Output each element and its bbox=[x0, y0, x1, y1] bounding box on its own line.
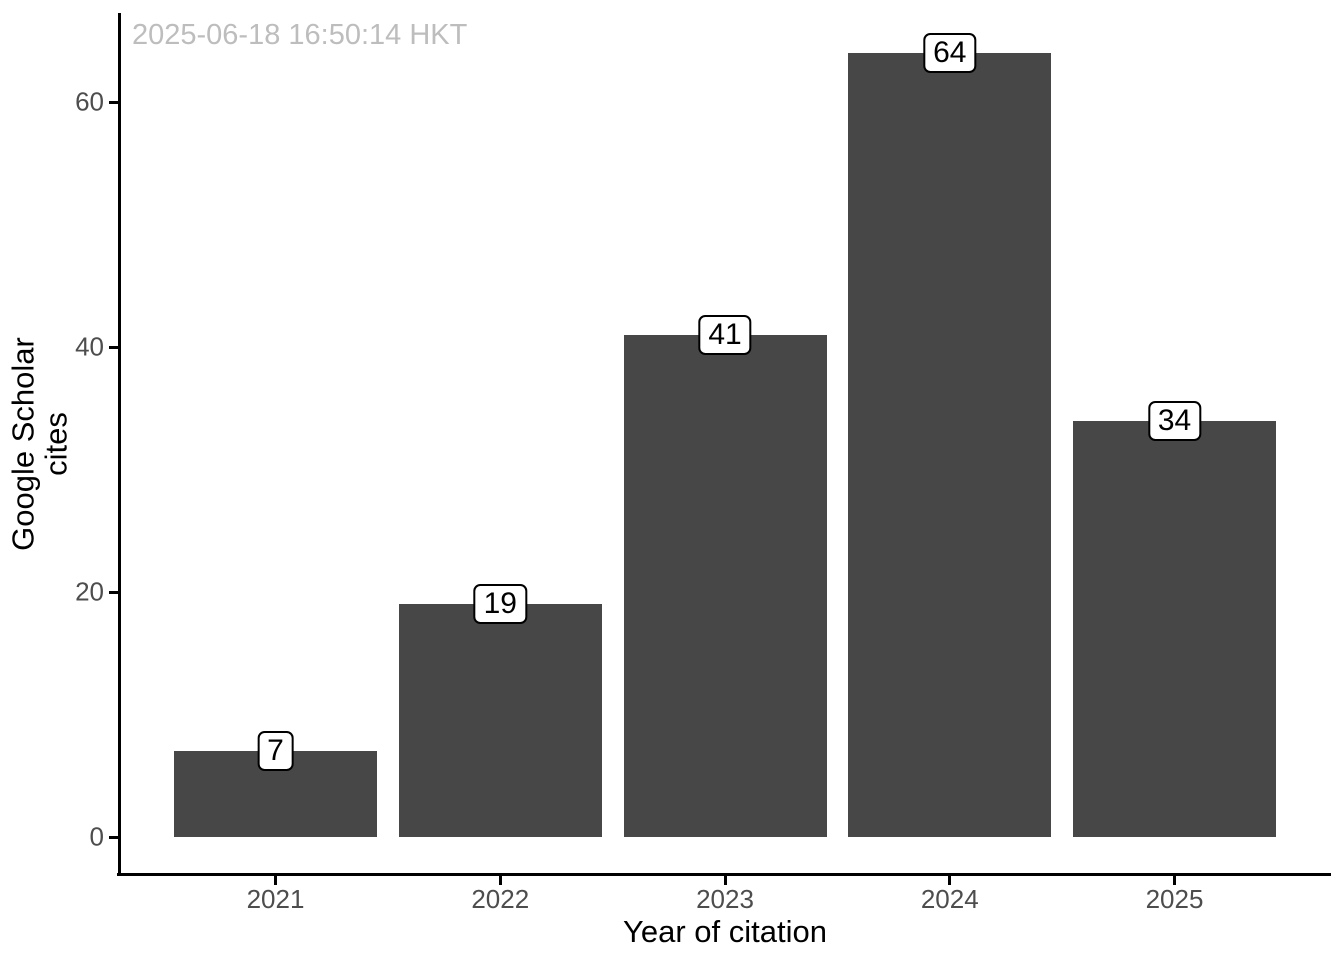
bar-value-label: 64 bbox=[923, 33, 977, 73]
bar-value-label: 34 bbox=[1147, 400, 1202, 441]
x-tick-label: 2025 bbox=[1145, 884, 1204, 914]
y-tick-label: 20 bbox=[75, 576, 104, 607]
y-tick-label: 60 bbox=[75, 86, 104, 117]
x-tick-mark bbox=[723, 876, 727, 885]
y-tick-label: 0 bbox=[89, 821, 104, 852]
x-tick-mark bbox=[1173, 876, 1176, 885]
x-tick-label: 2022 bbox=[471, 884, 530, 914]
x-tick-label: 2023 bbox=[696, 884, 754, 914]
x-tick-mark bbox=[274, 876, 277, 885]
y-tick-mark bbox=[109, 100, 118, 104]
x-tick-mark bbox=[948, 876, 952, 885]
y-axis-line bbox=[118, 13, 121, 876]
y-tick-mark bbox=[109, 835, 118, 839]
x-tick-label: 2021 bbox=[246, 884, 305, 914]
x-tick-mark bbox=[498, 876, 502, 885]
bar bbox=[398, 604, 602, 837]
y-tick-mark bbox=[109, 345, 118, 349]
y-tick-mark bbox=[109, 590, 118, 594]
x-axis-line bbox=[117, 873, 1331, 876]
x-axis-title: Year of citation bbox=[623, 914, 827, 949]
y-tick-label: 40 bbox=[75, 331, 104, 362]
x-tick-label: 2024 bbox=[920, 884, 979, 914]
bar bbox=[1073, 420, 1276, 837]
y-axis-title: Google Scholar cites bbox=[5, 337, 73, 551]
bar bbox=[623, 334, 827, 837]
timestamp-annotation: 2025-06-18 16:50:14 HKT bbox=[132, 19, 468, 51]
bar bbox=[848, 53, 1052, 837]
bar-value-label: 19 bbox=[473, 584, 527, 625]
bar-value-label: 41 bbox=[698, 314, 752, 355]
bar-value-label: 7 bbox=[257, 731, 294, 772]
